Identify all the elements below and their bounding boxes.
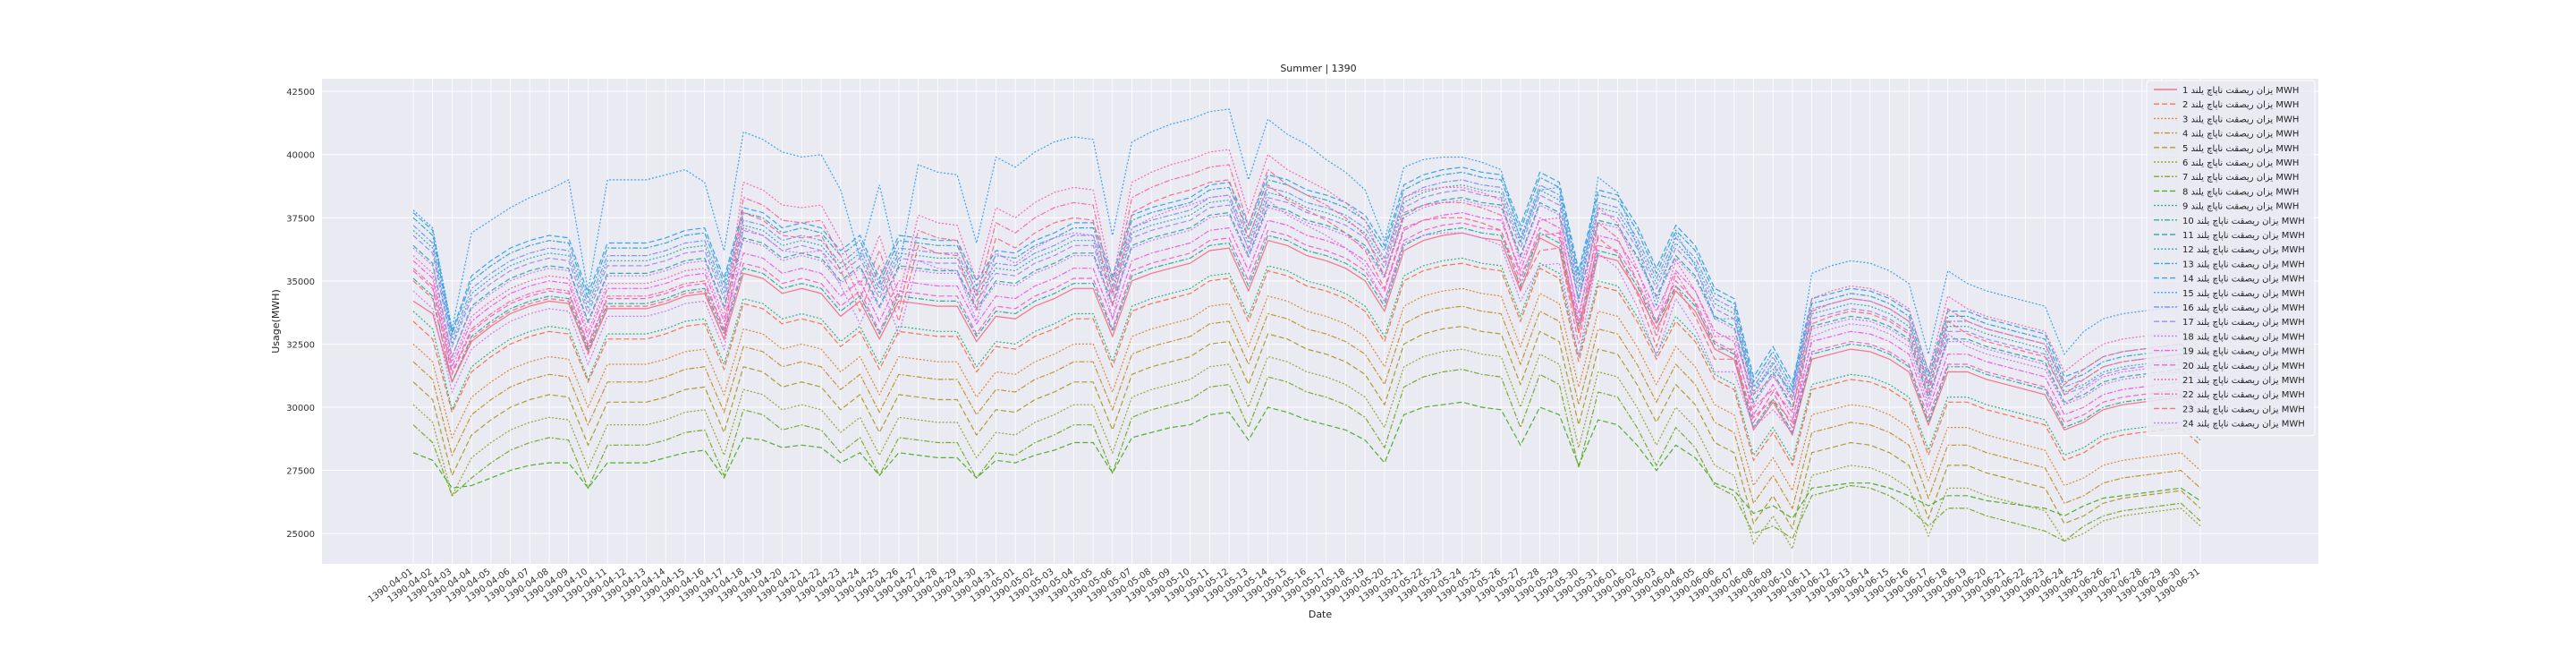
- series-line-20: [412, 222, 2201, 430]
- series-line-9: [412, 257, 2201, 462]
- series-line-22: [412, 164, 2201, 414]
- legend-label: یزان ریصقت ناپاچ یلند 4 MWH: [2182, 130, 2299, 140]
- y-tick-label: 32500: [286, 340, 315, 350]
- series-line-8: [412, 401, 2201, 520]
- series-line-10: [412, 226, 2201, 434]
- series-line-23: [412, 179, 2201, 424]
- legend-label: یزان ریصقت ناپاچ یلند 11 MWH: [2182, 231, 2305, 241]
- legend-label: یزان ریصقت ناپاچ یلند 22 MWH: [2182, 390, 2305, 400]
- series-line-4: [412, 305, 2201, 510]
- series-line-13: [412, 171, 2201, 389]
- y-axis-label: Usage(MWH): [270, 289, 282, 354]
- legend-label: یزان ریصقت ناپاچ یلند 16 MWH: [2182, 303, 2305, 313]
- plot-area: [322, 79, 2318, 564]
- legend-label: یزان ریصقت ناپاچ یلند 15 MWH: [2182, 289, 2305, 299]
- series-line-11: [412, 197, 2201, 409]
- series-line-19: [412, 211, 2201, 422]
- legend-label: یزان ریصقت ناپاچ یلند 14 MWH: [2182, 275, 2305, 285]
- series-line-1: [412, 232, 2201, 437]
- series-line-15: [412, 108, 2201, 394]
- chart-title: Summer | 1390: [1280, 63, 1356, 74]
- legend-label: یزان ریصقت ناپاچ یلند 8 MWH: [2182, 187, 2299, 197]
- legend-label: یزان ریصقت ناپاچ یلند 12 MWH: [2182, 245, 2305, 255]
- legend-label: یزان ریصقت ناپاچ یلند 6 MWH: [2182, 158, 2299, 168]
- series-line-2: [412, 262, 2201, 467]
- y-tick-label: 37500: [286, 214, 315, 224]
- y-axis-ticks: 25000 27500 30000 32500 35000 37500 40000 42500: [286, 88, 315, 540]
- legend: یزان ریصقت ناپاچ یلند 1 MWH یزان ریصقت نا…: [2146, 80, 2316, 437]
- y-tick-label: 27500: [286, 467, 315, 477]
- legend-label: یزان ریصقت ناپاچ یلند 19 MWH: [2182, 347, 2305, 357]
- legend-label: یزان ریصقت ناپاچ یلند 1 MWH: [2182, 86, 2299, 96]
- legend-label: یزان ریصقت ناپاچ یلند 5 MWH: [2182, 144, 2299, 154]
- legend-label: یزان ریصقت ناپاچ یلند 2 MWH: [2182, 100, 2299, 110]
- series-line-17: [412, 189, 2201, 402]
- legend-label: یزان ریصقت ناپاچ یلند 10 MWH: [2182, 217, 2305, 226]
- y-tick-label: 30000: [286, 404, 315, 414]
- series-line-14: [412, 166, 2201, 384]
- legend-label: یزان ریصقت ناپاچ یلند 23 MWH: [2182, 405, 2305, 414]
- y-tick-label: 35000: [286, 277, 315, 287]
- series-line-3: [412, 287, 2201, 492]
- legend-label: یزان ریصقت ناپاچ یلند 7 MWH: [2182, 173, 2299, 183]
- series-line-24: [412, 194, 2201, 434]
- y-tick-label: 42500: [286, 88, 315, 98]
- legend-label: یزان ریصقت ناپاچ یلند 21 MWH: [2182, 376, 2305, 386]
- series-line-18: [412, 199, 2201, 412]
- legend-label: یزان ریصقت ناپاچ یلند 18 MWH: [2182, 332, 2305, 342]
- series-line-5: [412, 325, 2201, 531]
- x-axis-ticks: 1390-04-011390-04-021390-04-031390-04-04…: [367, 567, 2202, 604]
- y-tick-label: 25000: [286, 530, 315, 540]
- series-line-7: [412, 368, 2201, 542]
- legend-label: یزان ریصقت ناپاچ یلند 24 MWH: [2182, 420, 2305, 430]
- legend-box: [2146, 80, 2316, 437]
- legend-label: یزان ریصقت ناپاچ یلند 13 MWH: [2182, 260, 2305, 269]
- series-line-21: [412, 149, 2201, 401]
- legend-label: یزان ریصقت ناپاچ یلند 17 MWH: [2182, 318, 2305, 328]
- legend-label: یزان ریصقت ناپاچ یلند 3 MWH: [2182, 115, 2299, 124]
- legend-label: یزان ریصقت ناپاچ یلند 20 MWH: [2182, 362, 2305, 371]
- series-lines: [412, 108, 2201, 550]
- y-tick-label: 40000: [286, 151, 315, 161]
- x-axis-label: Date: [1309, 609, 1333, 620]
- legend-label: یزان ریصقت ناپاچ یلند 9 MWH: [2182, 202, 2299, 212]
